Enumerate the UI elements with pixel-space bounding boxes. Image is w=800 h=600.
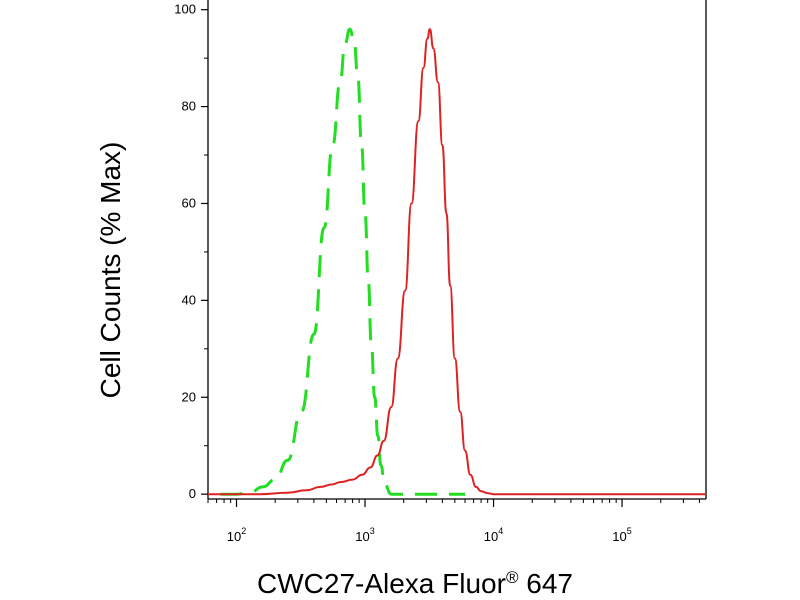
x-axis-ticks: 102 103 104 105 [207, 499, 700, 544]
control-histogram-line [220, 27, 465, 496]
x-axis-label-mark: ® [506, 568, 519, 587]
x-tick-label: 105 [612, 526, 631, 544]
x-axis-label: CWC27-Alexa Fluor® 647 [257, 568, 573, 599]
x-axis-label-main: CWC27-Alexa Fluor [257, 568, 506, 599]
plot-frame [207, 0, 707, 500]
y-tick-label: 80 [182, 99, 196, 114]
y-tick-label: 0 [189, 486, 196, 501]
y-tick-label: 40 [182, 292, 196, 307]
y-tick-label: 60 [182, 195, 196, 210]
x-tick-label: 104 [484, 526, 503, 544]
y-tick-label: 20 [182, 389, 196, 404]
y-axis-ticks: 0 20 40 60 80 100 [174, 2, 208, 501]
x-tick-label: 103 [355, 526, 374, 544]
y-tick-label: 100 [174, 2, 196, 17]
x-axis-label-suffix: 647 [518, 568, 573, 599]
histogram-series [207, 27, 706, 496]
sample-histogram-line [207, 28, 706, 496]
x-tick-label: 102 [227, 526, 246, 544]
y-axis-label: Cell Counts (% Max) [95, 142, 126, 399]
